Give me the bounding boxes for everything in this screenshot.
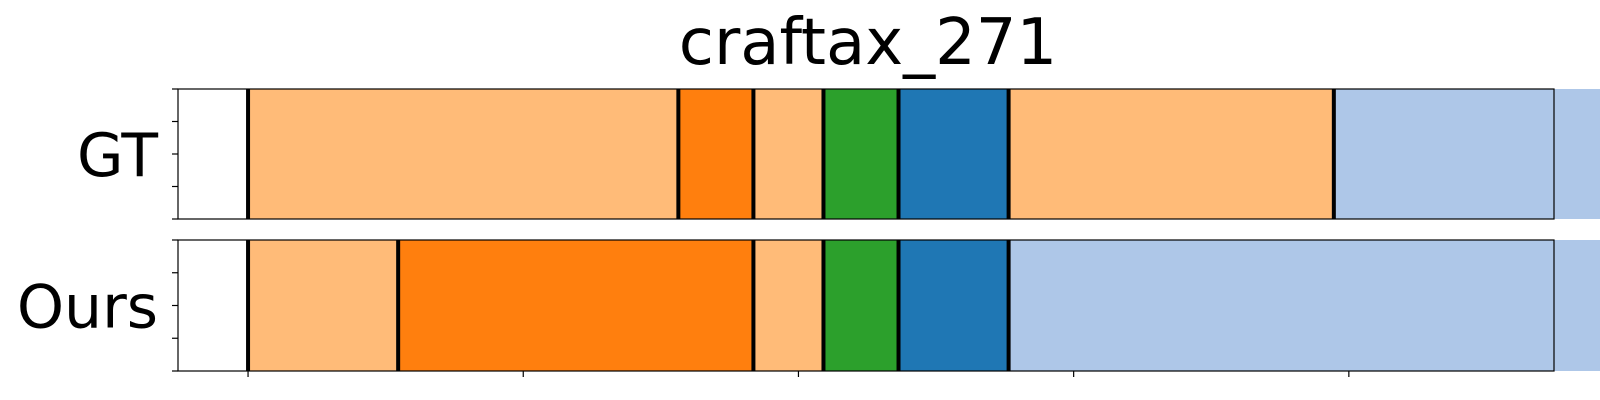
chart-panels: GT Ours <box>17 88 1600 377</box>
segment-ours-2 <box>753 240 824 371</box>
segment-ours-5 <box>1008 240 1600 371</box>
segment-gt-6 <box>1333 89 1600 219</box>
segment-ours-1 <box>398 240 754 371</box>
segment-gt-4 <box>898 89 1009 219</box>
chart-title: craftax_271 <box>679 6 1057 80</box>
segment-ours-0 <box>248 240 399 371</box>
segment-ours-4 <box>898 240 1009 371</box>
segment-ours-3 <box>823 240 899 371</box>
row-label-ours: Ours <box>17 273 158 343</box>
segment-gt-5 <box>1008 89 1334 219</box>
row-label-gt: GT <box>77 121 158 191</box>
segment-gt-1 <box>678 89 754 219</box>
segment-gt-0 <box>248 89 679 219</box>
segment-gt-2 <box>753 89 824 219</box>
segment-gt-3 <box>823 89 899 219</box>
